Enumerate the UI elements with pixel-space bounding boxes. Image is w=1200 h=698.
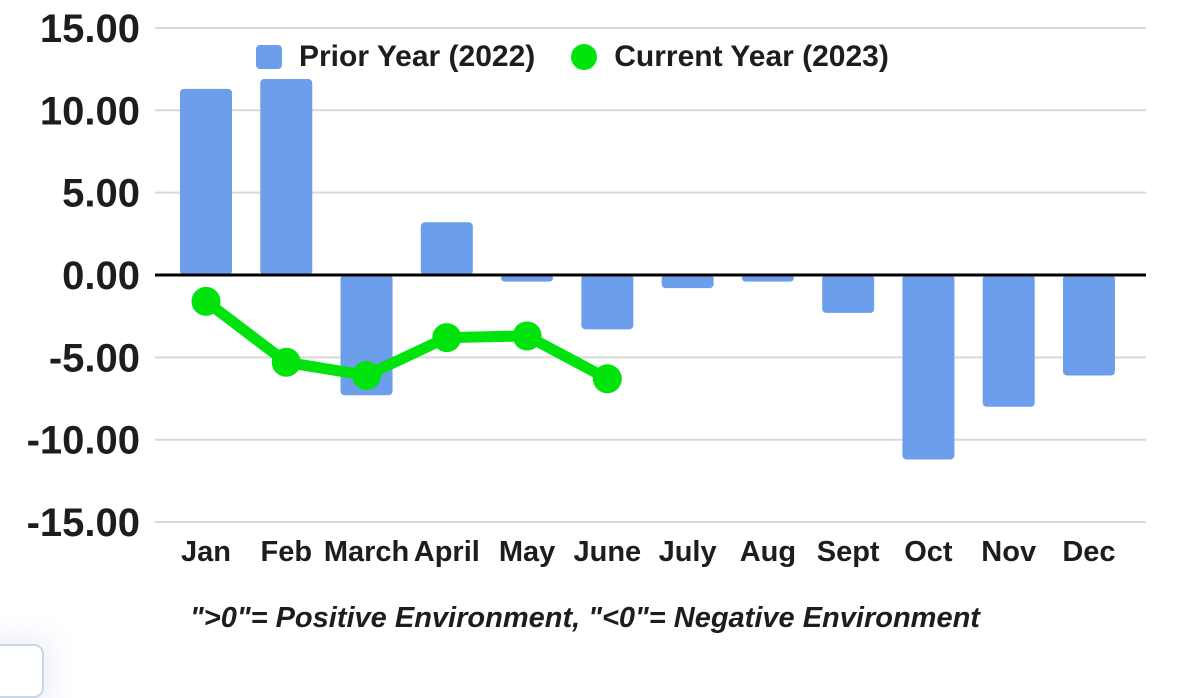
- x-axis-label-nov: Nov: [981, 536, 1036, 568]
- bar-june: [581, 275, 634, 330]
- y-axis-label: 0.00: [62, 254, 140, 298]
- bar-july: [661, 275, 714, 289]
- chart-footnote: ">0"= Positive Environment, "<0"= Negati…: [190, 602, 980, 634]
- bar-dec: [1062, 275, 1115, 376]
- x-axis-label-march: March: [324, 536, 409, 568]
- prior-year-legend-swatch: [256, 45, 282, 69]
- x-axis-label-june: June: [574, 536, 642, 568]
- current-year-line: [200, 295, 613, 385]
- x-axis-label-sept: Sept: [817, 536, 880, 568]
- bar-may: [501, 275, 554, 282]
- y-axis-label: -5.00: [49, 336, 140, 380]
- y-axis-label: 15.00: [40, 7, 140, 51]
- x-axis-label-feb: Feb: [260, 536, 312, 568]
- x-axis-label-july: July: [659, 536, 717, 568]
- line-point-march: [352, 360, 382, 390]
- bar-jan: [180, 88, 232, 275]
- prior-year-legend-label: Prior Year (2022): [299, 40, 536, 73]
- x-axis-label-oct: Oct: [904, 536, 953, 568]
- line-point-june: [592, 364, 622, 394]
- x-axis-label-dec: Dec: [1062, 536, 1115, 568]
- y-axis-label: 5.00: [62, 172, 140, 216]
- y-axis-label: -10.00: [27, 419, 140, 463]
- line-point-may: [512, 321, 542, 351]
- y-axis-label: 10.00: [40, 89, 140, 133]
- partial-card-corner: [0, 644, 44, 698]
- x-axis-label-may: May: [499, 536, 555, 568]
- bar-aug: [741, 275, 794, 282]
- chart-container: 15.00 10.00 5.00 0.00 -5.00 -10.00 -15.00 Jan Fe…: [0, 7, 1146, 698]
- x-axis-label-april: April: [414, 536, 480, 568]
- line-point-feb: [271, 347, 301, 377]
- x-axis-label-jan: Jan: [181, 536, 231, 568]
- bar-oct: [902, 275, 955, 460]
- current-year-legend-label: Current Year (2023): [614, 40, 889, 73]
- bar-april: [420, 222, 473, 275]
- chart-legend: Prior Year (2022) Current Year (2023): [256, 38, 889, 76]
- bar-feb: [260, 79, 313, 275]
- y-axis-label: -15.00: [27, 501, 140, 545]
- line-point-april: [432, 323, 462, 353]
- bar-nov: [982, 275, 1035, 407]
- current-year-legend-swatch: [571, 44, 598, 70]
- line-point-jan: [191, 286, 221, 316]
- combo-chart-plot: 15.00 10.00 5.00 0.00 -5.00 -10.00 -15.00 Jan Fe…: [27, 7, 1146, 568]
- x-axis-label-aug: Aug: [740, 536, 796, 568]
- bar-sept: [822, 275, 875, 313]
